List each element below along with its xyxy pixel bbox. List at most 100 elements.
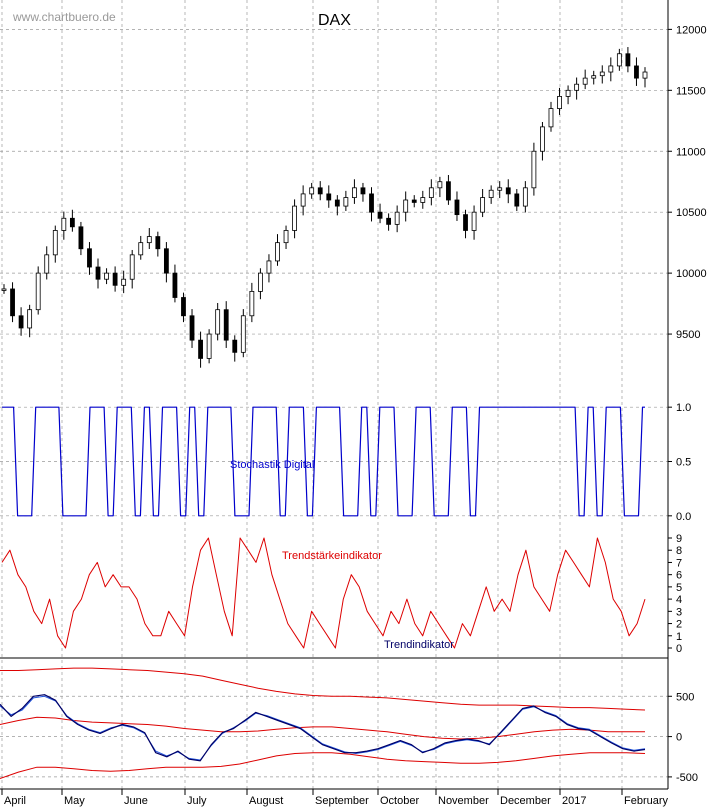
price-candle (488, 189, 494, 198)
price-candle (471, 211, 477, 231)
month-label: 2017 (562, 795, 586, 807)
trendstaerke-tick-label: 8 (676, 545, 682, 557)
price-candle (61, 217, 67, 231)
price-candle (574, 83, 580, 91)
trend-tick-label: 0 (676, 732, 682, 744)
month-label: April (4, 795, 26, 807)
trendstaerke-tick-label: 7 (676, 557, 682, 569)
price-candle (317, 187, 323, 195)
price-candle (112, 272, 118, 286)
price-candle (437, 181, 443, 189)
trendstaerke-tick-label: 5 (676, 582, 682, 594)
trend-tick-label: 500 (676, 691, 694, 703)
month-label: November (438, 795, 489, 807)
price-candle (206, 333, 212, 359)
price-candle (181, 297, 186, 317)
month-label: October (380, 795, 419, 807)
stoch-tick-label: 1.0 (676, 402, 691, 414)
trendstaerke-tick-label: 3 (676, 606, 682, 618)
price-chart-title: DAX (318, 12, 351, 29)
price-candle (454, 199, 460, 216)
price-tick-label: 10500 (676, 207, 707, 219)
month-label: July (187, 795, 207, 807)
month-label: September (315, 795, 369, 807)
price-candle (257, 272, 263, 292)
price-candle (104, 272, 109, 280)
trendstaerke-label: Trendstärkeindikator (282, 550, 382, 562)
price-candle (309, 187, 315, 195)
price-candle (249, 291, 255, 317)
price-candle (275, 242, 280, 262)
price-candle (428, 187, 434, 198)
price-candle (480, 197, 486, 213)
trendstaerke-tick-label: 0 (676, 643, 682, 655)
price-candle (215, 309, 221, 335)
price-candle (394, 211, 400, 225)
trend-tick-label: -500 (676, 772, 698, 784)
price-candle (420, 197, 426, 203)
price-candle (163, 248, 169, 274)
trend-main-line (0, 694, 646, 762)
price-candle (292, 205, 297, 231)
month-label: August (249, 795, 283, 807)
price-candle (223, 309, 229, 341)
price-candle (129, 254, 135, 280)
price-candle (403, 199, 409, 213)
price-candle (283, 230, 289, 244)
price-candle (138, 242, 144, 256)
stochastik-series (2, 406, 645, 517)
month-label: May (64, 795, 85, 807)
price-tick-label: 12000 (676, 24, 707, 36)
trendindikator-label: Trendindikator (384, 639, 454, 651)
price-candle (300, 193, 306, 207)
stoch-tick-label: 0.0 (676, 511, 691, 523)
price-candle (18, 315, 24, 329)
price-tick-label: 11500 (676, 85, 706, 97)
price-candle (582, 77, 588, 85)
price-candle (616, 53, 622, 67)
trendstaerke-tick-label: 6 (676, 570, 682, 582)
price-tick-label: 11000 (676, 146, 706, 158)
price-tick-label: 10000 (676, 268, 707, 280)
price-candle (369, 193, 374, 213)
bands-layer (0, 667, 646, 779)
price-candle (352, 187, 357, 198)
price-candle (634, 65, 639, 79)
price-tick-label: 9500 (676, 329, 700, 341)
price-candle (1, 288, 7, 291)
price-candle (232, 339, 238, 353)
price-candle (463, 214, 468, 231)
price-candle (411, 199, 417, 203)
price-candle (35, 272, 41, 311)
price-candle (326, 193, 332, 201)
price-candle (386, 217, 392, 225)
price-candle (27, 309, 33, 329)
price-candle (540, 126, 545, 152)
price-candle (505, 187, 511, 195)
month-label: February (624, 795, 669, 807)
price-candle (608, 65, 614, 73)
price-candle (625, 53, 631, 67)
price-candle (78, 226, 84, 250)
price-candle (642, 71, 648, 79)
month-label: June (124, 795, 148, 807)
month-label: December (500, 795, 551, 807)
price-candle (266, 260, 272, 274)
stoch-tick-label: 0.5 (676, 457, 691, 469)
site-watermark: www.chartbuero.de (12, 10, 116, 24)
trendstaerke-tick-label: 1 (676, 631, 682, 643)
price-candle (172, 272, 178, 298)
price-candle (446, 181, 451, 201)
price-candle (548, 108, 554, 128)
price-candle (360, 187, 366, 195)
price-candle (599, 71, 605, 77)
price-candle (531, 150, 537, 189)
price-candle (514, 193, 520, 207)
trendstaerke-tick-label: 2 (676, 619, 682, 631)
series-layer (0, 47, 648, 762)
price-candle (377, 211, 383, 219)
price-candle (87, 248, 92, 268)
